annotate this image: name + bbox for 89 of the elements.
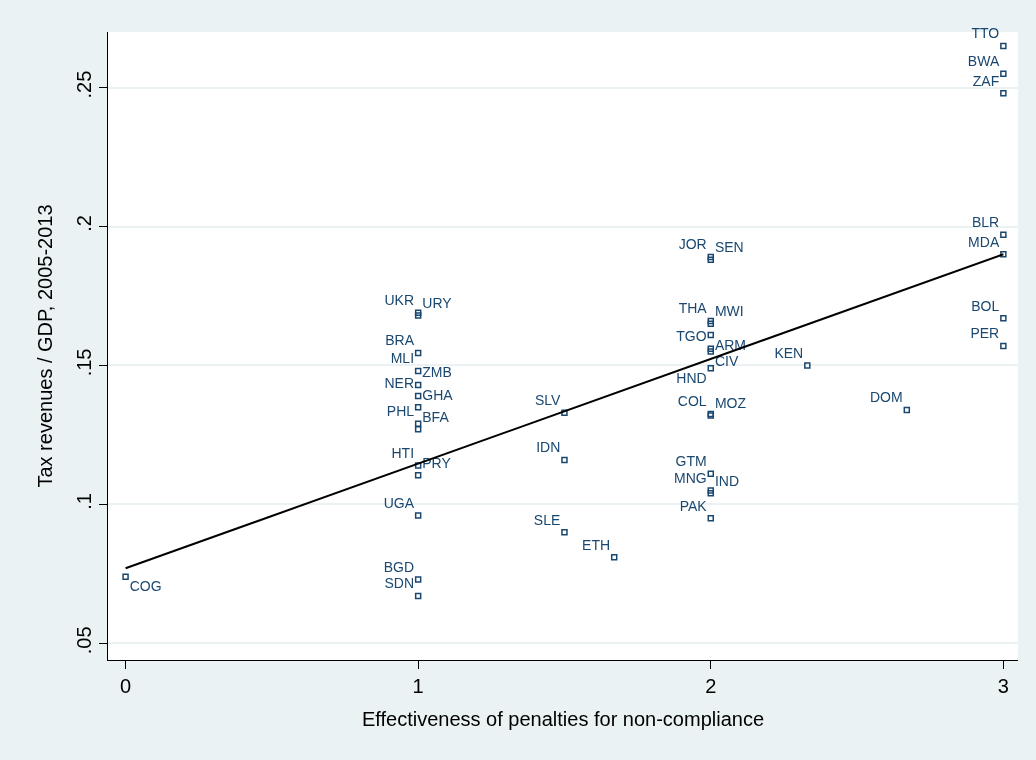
- point: [707, 331, 715, 339]
- point: [414, 349, 422, 357]
- point: [804, 362, 811, 369]
- series-label: PRY: [422, 454, 452, 471]
- series-label: JOR: [678, 236, 707, 253]
- point: [561, 528, 568, 536]
- series-label: MWI: [714, 303, 744, 320]
- point: [707, 470, 715, 478]
- point: [707, 515, 715, 522]
- x-axis-title: Effectiveness of penalties for non-compliance: [361, 707, 765, 730]
- x-tick-label: 3: [997, 675, 1009, 697]
- point: [1000, 251, 1007, 258]
- series-label: PAK: [679, 497, 708, 514]
- point: [707, 253, 715, 261]
- point: [414, 462, 422, 469]
- point: [1000, 231, 1007, 239]
- point: [707, 345, 715, 353]
- series-label: BGD: [383, 558, 415, 575]
- series-label: TGO: [676, 328, 707, 345]
- series-label: MNG: [673, 469, 707, 486]
- series-label: UKR: [384, 292, 415, 309]
- point: [1000, 42, 1007, 50]
- x-tick-label: 2: [705, 675, 717, 697]
- series-label: PHL: [386, 403, 415, 420]
- series-label: BRA: [385, 332, 415, 349]
- series-label: NER: [384, 375, 415, 392]
- series-label: COG: [129, 578, 162, 595]
- x-tick-label: 0: [120, 675, 132, 697]
- point: [414, 381, 422, 389]
- series-label: KEN: [774, 344, 804, 361]
- series-label: ARM: [714, 336, 747, 353]
- point: [707, 317, 715, 325]
- point: [414, 392, 422, 400]
- series-label: BLR: [972, 214, 1000, 231]
- y-tick-label: .25: [73, 70, 95, 99]
- point: [414, 420, 422, 428]
- series-label: DOM: [870, 389, 903, 406]
- series-label: BFA: [422, 408, 450, 425]
- point: [610, 553, 618, 561]
- point: [903, 406, 911, 414]
- point: [414, 312, 422, 319]
- y-tick-label: .2: [73, 215, 95, 232]
- y-tick-label: .05: [73, 626, 95, 655]
- series-label: MOZ: [714, 394, 747, 411]
- point: [414, 403, 422, 411]
- point: [414, 576, 422, 583]
- series-label: BWA: [967, 53, 1000, 70]
- point: [122, 573, 129, 580]
- series-label: SDN: [384, 575, 415, 592]
- point: [414, 309, 422, 316]
- series-label: SLV: [534, 392, 561, 409]
- point: [414, 471, 422, 479]
- point: [1000, 70, 1007, 77]
- series-label: ETH: [582, 536, 611, 553]
- series-label: BOL: [971, 297, 1000, 314]
- point: [414, 512, 422, 519]
- series-label: ZAF: [972, 72, 1000, 89]
- series-label: IDN: [536, 439, 561, 456]
- series-label: UGA: [383, 494, 415, 511]
- point: [414, 367, 422, 375]
- series-label: IND: [714, 472, 740, 489]
- point: [707, 364, 715, 372]
- series-label: GTM: [675, 453, 707, 470]
- y-axis-title: Tax revenues / GDP, 2005-2013: [33, 204, 56, 488]
- series-label: SLE: [533, 511, 561, 528]
- point: [414, 592, 422, 600]
- point: [1000, 89, 1007, 97]
- series-label: GHA: [422, 386, 454, 403]
- series-label: URY: [422, 294, 453, 311]
- point: [707, 490, 715, 497]
- point: [561, 456, 568, 464]
- y-tick-label: .1: [73, 493, 95, 510]
- point: [561, 409, 568, 416]
- y-tick-label: .15: [73, 348, 95, 377]
- series-label: MLI: [390, 350, 415, 367]
- x-tick-label: 1: [412, 675, 424, 697]
- series-label: COL: [677, 393, 707, 410]
- series-label: THA: [678, 300, 708, 317]
- series-label: HND: [676, 369, 707, 386]
- series-label: CIV: [714, 353, 739, 370]
- series-label: MDA: [968, 233, 1000, 250]
- point: [1000, 314, 1007, 322]
- series-label: PER: [970, 325, 1000, 342]
- series-label: HTI: [391, 444, 415, 461]
- point: [414, 426, 422, 433]
- series-label: SEN: [714, 239, 744, 256]
- point: [1000, 342, 1007, 350]
- series-label: ZMB: [422, 364, 452, 381]
- series-label: TTO: [971, 25, 1000, 42]
